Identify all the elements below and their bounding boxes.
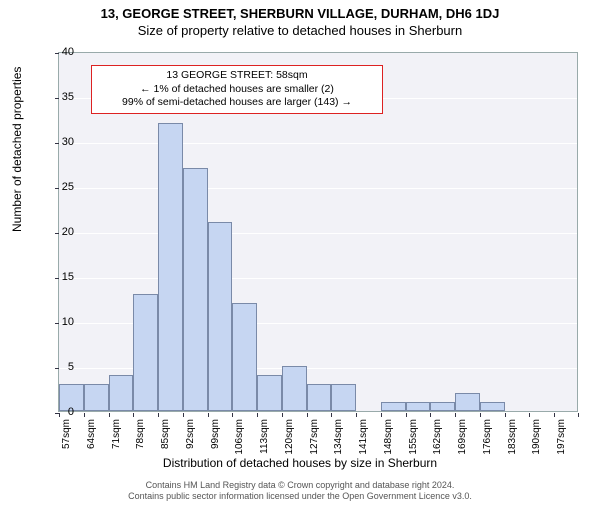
x-axis-label: Distribution of detached houses by size … [0, 456, 600, 470]
histogram-bar [133, 294, 158, 411]
x-tick-label: 183sqm [507, 419, 518, 455]
gridline [59, 278, 577, 279]
x-tick-label: 127sqm [309, 419, 320, 455]
histogram-bar [232, 303, 257, 411]
y-tick-label: 30 [44, 136, 74, 148]
y-tick-label: 35 [44, 91, 74, 103]
x-tick-label: 57sqm [61, 419, 72, 449]
x-tick-mark [232, 413, 233, 417]
gridline [59, 143, 577, 144]
x-tick-mark [158, 413, 159, 417]
y-tick-label: 5 [44, 361, 74, 373]
x-tick-label: 155sqm [408, 419, 419, 455]
x-tick-mark [307, 413, 308, 417]
histogram-bar [406, 402, 431, 411]
histogram-bar [183, 168, 208, 411]
x-tick-label: 106sqm [234, 419, 245, 455]
histogram-bar [109, 375, 134, 411]
histogram-bar [257, 375, 282, 411]
x-tick-mark [257, 413, 258, 417]
histogram-bar [307, 384, 332, 411]
histogram-bar [84, 384, 109, 411]
x-tick-label: 92sqm [185, 419, 196, 449]
x-tick-label: 176sqm [482, 419, 493, 455]
annotation-line-3: 99% of semi-detached houses are larger (… [98, 96, 376, 110]
chart-area: 57sqm64sqm71sqm78sqm85sqm92sqm99sqm106sq… [58, 52, 578, 412]
x-tick-label: 113sqm [259, 419, 270, 454]
page-title: 13, GEORGE STREET, SHERBURN VILLAGE, DUR… [0, 6, 600, 21]
x-tick-mark [381, 413, 382, 417]
x-tick-mark [430, 413, 431, 417]
x-tick-label: 120sqm [284, 419, 295, 455]
x-tick-mark [331, 413, 332, 417]
x-tick-mark [529, 413, 530, 417]
annotation-box: 13 GEORGE STREET: 58sqm ← 1% of detached… [91, 65, 383, 114]
x-tick-label: 99sqm [210, 419, 221, 449]
y-tick-label: 15 [44, 271, 74, 283]
x-tick-mark [208, 413, 209, 417]
y-axis-label: Number of detached properties [10, 67, 24, 232]
annotation-line-1: 13 GEORGE STREET: 58sqm [98, 69, 376, 83]
x-tick-mark [133, 413, 134, 417]
x-tick-mark [356, 413, 357, 417]
footer-attribution: Contains HM Land Registry data © Crown c… [0, 480, 600, 503]
x-tick-label: 141sqm [358, 419, 369, 455]
x-tick-mark [455, 413, 456, 417]
histogram-bar [282, 366, 307, 411]
x-tick-label: 71sqm [111, 419, 122, 449]
x-tick-label: 134sqm [333, 419, 344, 455]
x-tick-mark [554, 413, 555, 417]
x-tick-mark [578, 413, 579, 417]
histogram-bar [158, 123, 183, 411]
histogram-bar [430, 402, 455, 411]
annotation-line-2: ← 1% of detached houses are smaller (2) [98, 83, 376, 97]
x-tick-label: 162sqm [432, 419, 443, 455]
x-tick-mark [480, 413, 481, 417]
x-tick-label: 148sqm [383, 419, 394, 455]
x-tick-mark [84, 413, 85, 417]
x-tick-mark [505, 413, 506, 417]
y-tick-label: 20 [44, 226, 74, 238]
y-tick-label: 0 [44, 406, 74, 418]
y-tick-label: 10 [44, 316, 74, 328]
x-tick-label: 197sqm [556, 419, 567, 455]
gridline [59, 233, 577, 234]
x-tick-label: 190sqm [531, 419, 542, 455]
histogram-bar [208, 222, 233, 411]
x-tick-label: 64sqm [86, 419, 97, 449]
x-tick-label: 85sqm [160, 419, 171, 449]
footer-line-1: Contains HM Land Registry data © Crown c… [0, 480, 600, 491]
footer-line-2: Contains public sector information licen… [0, 491, 600, 502]
y-tick-label: 25 [44, 181, 74, 193]
x-tick-mark [406, 413, 407, 417]
histogram-bar [480, 402, 505, 411]
x-tick-mark [109, 413, 110, 417]
x-tick-mark [282, 413, 283, 417]
histogram-bar [331, 384, 356, 411]
page-subtitle: Size of property relative to detached ho… [0, 23, 600, 38]
x-tick-label: 169sqm [457, 419, 468, 455]
x-tick-label: 78sqm [135, 419, 146, 449]
y-tick-label: 40 [44, 46, 74, 58]
histogram-bar [381, 402, 406, 411]
x-tick-mark [183, 413, 184, 417]
gridline [59, 188, 577, 189]
histogram-bar [455, 393, 480, 411]
